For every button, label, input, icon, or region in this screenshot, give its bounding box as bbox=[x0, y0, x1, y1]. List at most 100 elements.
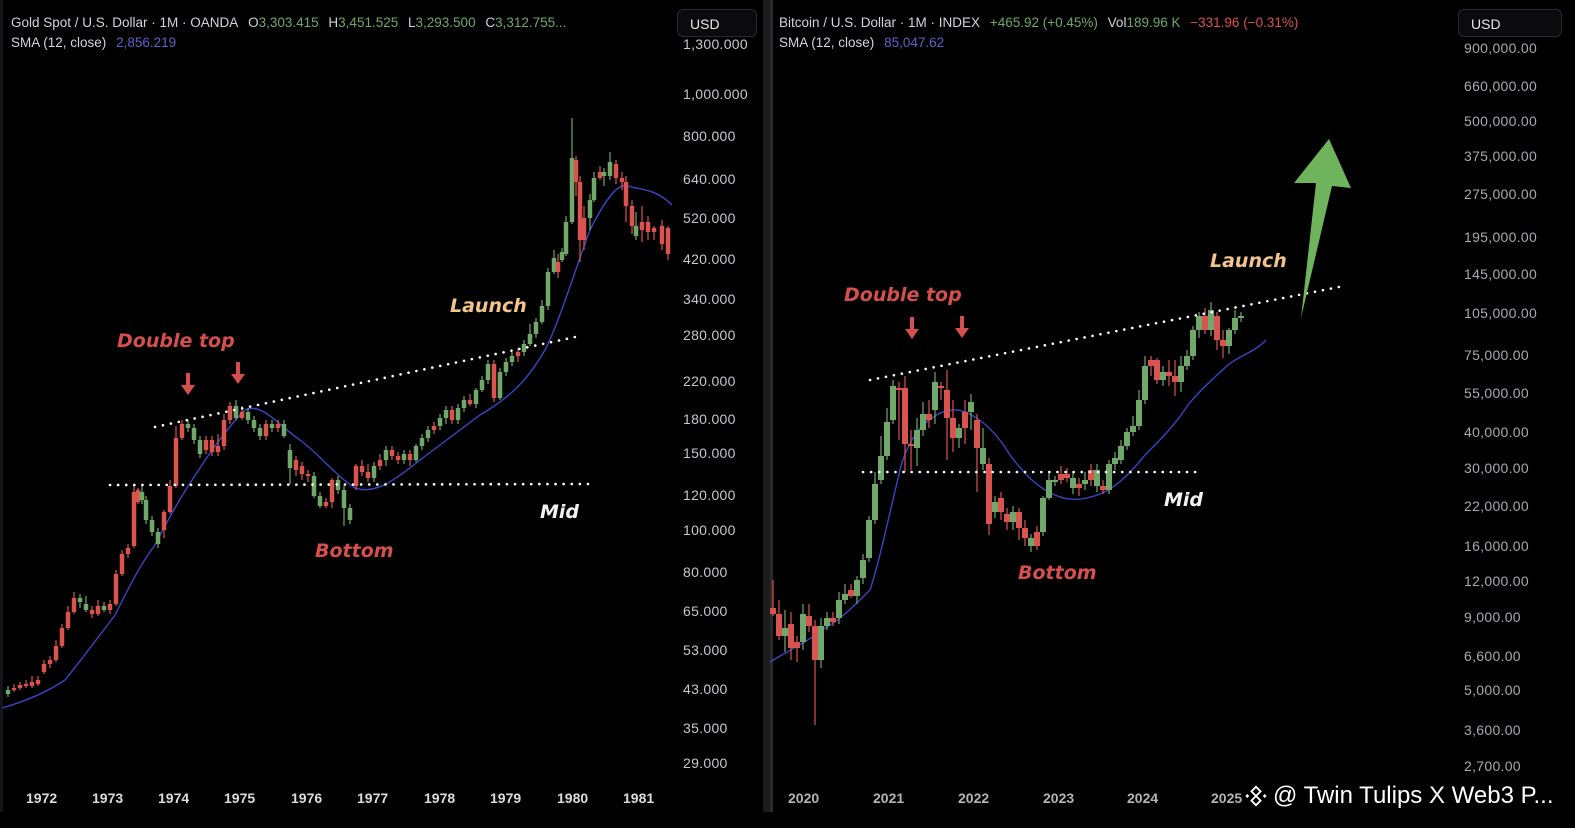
gold-y-tick-label: 120.000 bbox=[683, 487, 736, 503]
candle bbox=[1070, 472, 1076, 494]
candle bbox=[65, 606, 71, 630]
btc-change2-value: −331.96 (−0.31%) bbox=[1190, 15, 1299, 30]
gold-legend-row-sma: SMA (12, close) 2,856.219 bbox=[11, 33, 566, 53]
candle bbox=[173, 426, 179, 488]
candle bbox=[431, 422, 437, 434]
gold-y-tick-label: 220.000 bbox=[683, 373, 736, 389]
candle bbox=[914, 418, 920, 466]
gold-mid-support-line[interactable] bbox=[108, 482, 594, 487]
gold-sma-value: 2,856.219 bbox=[116, 35, 177, 50]
gold-chart-panel[interactable]: Gold Spot / U.S. Dollar · 1M · OANDA O3,… bbox=[0, 0, 768, 828]
candle bbox=[275, 420, 281, 432]
gold-y-tick-label: 180.000 bbox=[683, 411, 736, 427]
panel-divider[interactable] bbox=[763, 0, 770, 812]
gold-sma-label[interactable]: SMA (12, close) bbox=[11, 35, 107, 50]
candle bbox=[227, 402, 233, 424]
btc-legend: Bitcoin / U.S. Dollar · 1M · INDEX +465.… bbox=[779, 13, 1298, 53]
btc-x-tick-label: 2022 bbox=[958, 790, 990, 806]
gold-symbol-title[interactable]: Gold Spot / U.S. Dollar · 1M · OANDA bbox=[11, 15, 239, 30]
candle bbox=[619, 172, 625, 190]
btc-change-value: +465.92 (+0.45%) bbox=[989, 15, 1098, 30]
candle bbox=[329, 478, 335, 508]
gold-resistance-trendline[interactable] bbox=[153, 334, 582, 429]
candle bbox=[878, 436, 884, 484]
candle bbox=[53, 640, 59, 662]
candle bbox=[293, 456, 299, 476]
gold-currency-button[interactable]: USD bbox=[677, 9, 757, 37]
btc-annotation-mid: Mid bbox=[1164, 489, 1204, 511]
candle bbox=[413, 444, 419, 462]
candle bbox=[651, 226, 657, 240]
candle bbox=[209, 436, 215, 456]
gold-legend-row-ohlc: Gold Spot / U.S. Dollar · 1M · OANDA O3,… bbox=[11, 13, 566, 33]
gold-sma-line bbox=[1, 184, 673, 709]
btc-y-tick-label: 30,000.00 bbox=[1464, 460, 1529, 476]
btc-currency-button[interactable]: USD bbox=[1458, 9, 1562, 37]
candle bbox=[1178, 356, 1184, 392]
candle bbox=[1130, 416, 1136, 436]
btc-sma-label[interactable]: SMA (12, close) bbox=[779, 35, 875, 50]
btc-annotation-double-top: Double top bbox=[844, 284, 962, 306]
candle bbox=[920, 402, 926, 436]
candle bbox=[770, 580, 776, 616]
candle bbox=[317, 492, 323, 508]
btc-y-tick-label: 2,700.00 bbox=[1464, 758, 1521, 774]
btc-symbol-title[interactable]: Bitcoin / U.S. Dollar · 1M · INDEX bbox=[779, 15, 981, 30]
btc-candlestick-plot[interactable] bbox=[770, 0, 1575, 828]
candle bbox=[776, 600, 782, 640]
candle bbox=[479, 376, 485, 392]
gold-y-tick-label: 340.000 bbox=[683, 291, 736, 307]
btc-y-tick-label: 6,600.00 bbox=[1464, 648, 1521, 664]
candle bbox=[71, 592, 77, 614]
candle bbox=[980, 428, 986, 470]
btc-y-tick-label: 9,000.00 bbox=[1464, 609, 1521, 625]
candle bbox=[1100, 480, 1106, 494]
candle bbox=[407, 450, 413, 466]
candle bbox=[203, 436, 209, 454]
candle bbox=[1010, 506, 1016, 530]
candle bbox=[161, 510, 167, 538]
btc-y-tick-label: 105,000.00 bbox=[1464, 305, 1538, 321]
candle bbox=[866, 516, 872, 562]
candle bbox=[257, 424, 263, 440]
candle bbox=[633, 212, 639, 240]
candle bbox=[1112, 452, 1118, 470]
btc-chart-panel[interactable]: Bitcoin / U.S. Dollar · 1M · INDEX +465.… bbox=[770, 0, 1575, 828]
btc-y-tick-label: 660,000.00 bbox=[1464, 78, 1538, 94]
candle bbox=[1220, 330, 1226, 358]
btc-y-tick-label: 500,000.00 bbox=[1464, 113, 1538, 129]
gold-y-tick-label: 53.000 bbox=[683, 642, 728, 658]
btc-resistance-trendline[interactable] bbox=[868, 284, 1346, 382]
candle bbox=[485, 360, 491, 384]
candle bbox=[281, 420, 287, 438]
candle bbox=[824, 612, 830, 630]
candle bbox=[17, 682, 23, 690]
candle bbox=[1094, 464, 1100, 492]
candle bbox=[461, 396, 467, 412]
gold-y-tick-label: 100.000 bbox=[683, 522, 736, 538]
candle bbox=[601, 168, 607, 186]
candle bbox=[377, 454, 383, 470]
candle bbox=[800, 604, 806, 650]
candle bbox=[473, 388, 479, 408]
candle bbox=[830, 612, 836, 626]
candle bbox=[107, 600, 113, 614]
gold-x-tick-label: 1972 bbox=[26, 790, 58, 806]
gold-high-value: 3,451.525 bbox=[338, 15, 399, 30]
btc-y-tick-label: 3,600.00 bbox=[1464, 722, 1521, 738]
candle bbox=[1232, 310, 1238, 334]
gold-annotation-launch: Launch bbox=[450, 295, 527, 317]
candle bbox=[449, 406, 455, 424]
candle bbox=[962, 400, 968, 444]
candle bbox=[389, 446, 395, 460]
candle bbox=[245, 408, 251, 424]
candle bbox=[185, 420, 191, 432]
candle bbox=[155, 528, 161, 548]
gold-annotation-mid: Mid bbox=[540, 501, 580, 523]
candle bbox=[533, 318, 539, 338]
candle bbox=[521, 340, 527, 356]
btc-legend-row-sma: SMA (12, close) 85,047.62 bbox=[779, 33, 1298, 53]
candle bbox=[1082, 472, 1088, 490]
btc-annotation-bottom: Bottom bbox=[1018, 562, 1097, 584]
gold-candlestick-plot[interactable] bbox=[0, 0, 768, 828]
